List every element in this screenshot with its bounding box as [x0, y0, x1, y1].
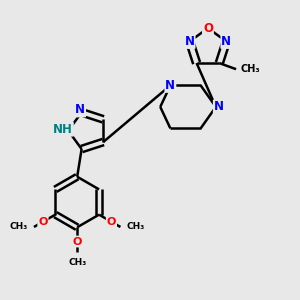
Text: O: O	[38, 217, 48, 227]
Text: O: O	[107, 217, 116, 227]
Text: CH₃: CH₃	[240, 64, 260, 74]
Text: O: O	[203, 22, 213, 34]
Text: CH₃: CH₃	[68, 258, 86, 267]
Text: N: N	[184, 35, 195, 48]
Text: NH: NH	[53, 123, 73, 136]
Text: N: N	[75, 103, 85, 116]
Text: N: N	[221, 35, 231, 48]
Text: N: N	[214, 100, 224, 113]
Text: CH₃: CH₃	[126, 223, 145, 232]
Text: CH₃: CH₃	[10, 223, 28, 232]
Text: O: O	[73, 236, 82, 247]
Text: N: N	[165, 79, 176, 92]
